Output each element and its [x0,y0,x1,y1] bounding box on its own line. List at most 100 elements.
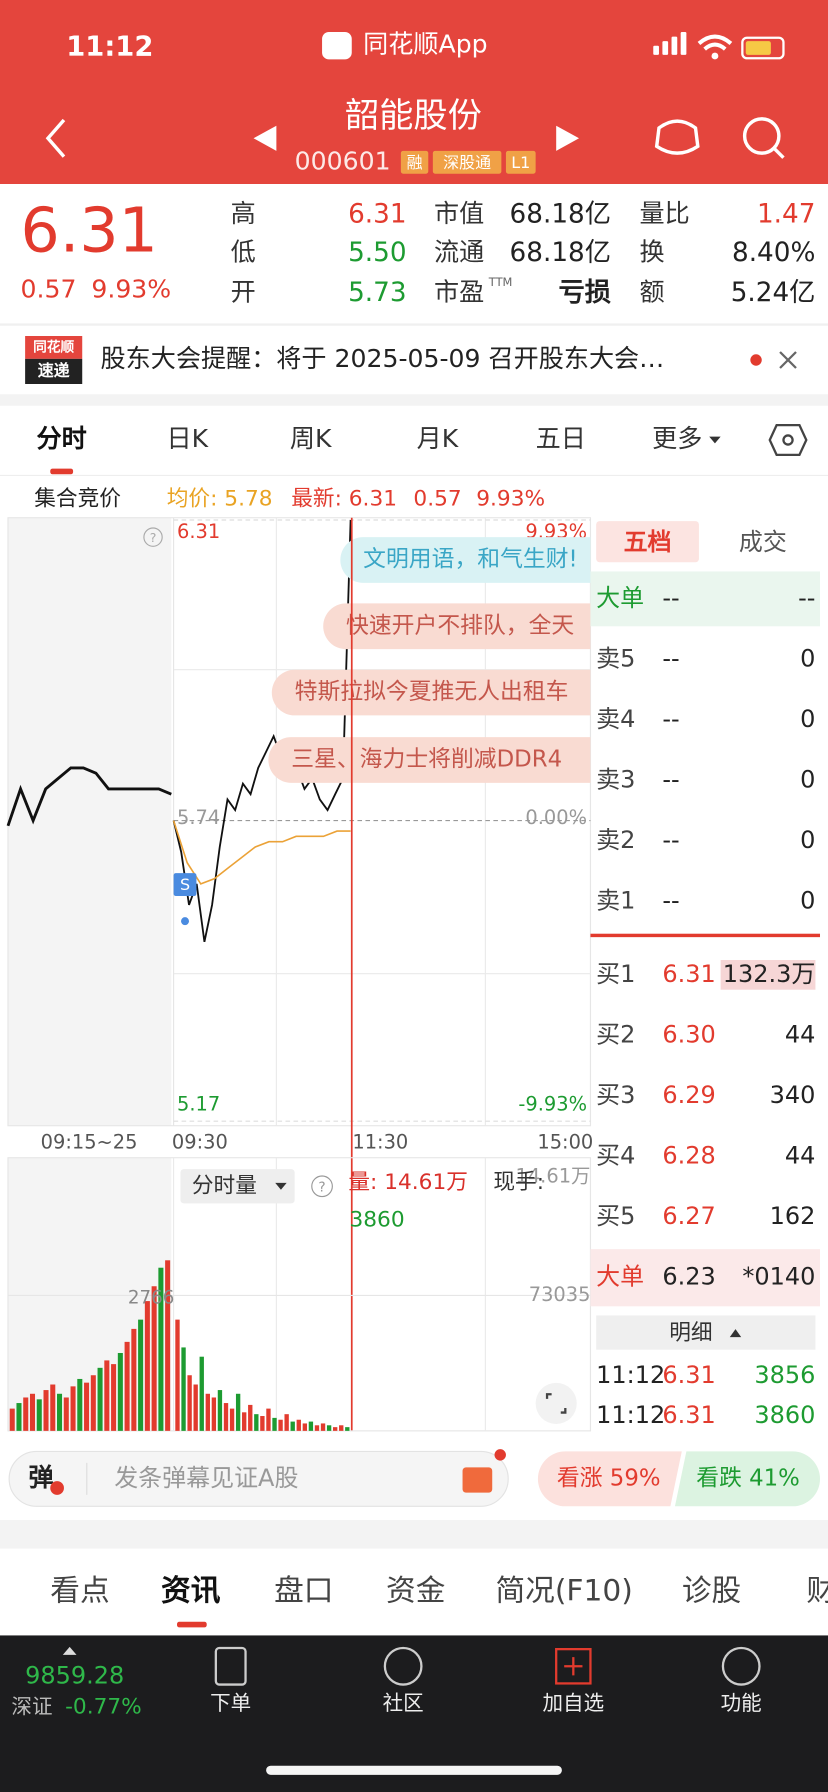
volume-bar [235,1393,241,1431]
signal-bar [653,45,659,55]
vote-up-bg[interactable] [537,1451,682,1507]
section-tab[interactable]: 盘口 [274,1573,333,1608]
volume-bar [266,1408,271,1431]
chart-tab[interactable]: 分时 [37,424,87,453]
next-stock[interactable] [556,125,580,151]
section-tab[interactable]: 诊股 [682,1573,741,1608]
gift-icon[interactable] [462,1467,493,1493]
vol-help[interactable] [311,1175,333,1198]
volume-bar [90,1375,96,1431]
danmaku-icon: 弹 [29,1463,54,1492]
stat-value: 68.18亿 [510,199,611,229]
trade-vol: 3856 [754,1361,815,1389]
prev-stock[interactable] [253,125,277,151]
divider [0,323,828,326]
vol-auction-bg [7,1157,172,1431]
notice-close[interactable] [779,351,797,369]
expand-button[interactable] [535,1382,577,1424]
vote-down: 看跌 41% [696,1465,800,1491]
chart-tab[interactable]: 月K [417,424,459,453]
chart-tab[interactable]: 周K [290,424,332,453]
bid-label: 买1 [596,960,635,988]
volume-bar [124,1341,130,1431]
section-tab[interactable]: 简况(F10) [496,1573,633,1608]
section-tab[interactable]: 财务 [806,1573,828,1608]
ask-label: 卖4 [596,705,635,733]
book-tab[interactable]: 成交 [739,528,787,556]
vote-down-bg[interactable] [674,1451,821,1507]
notice-dot [750,354,762,366]
bid-vol: 44 [785,1142,816,1170]
trade-time: 11:12 [596,1401,665,1429]
detail-header[interactable] [596,1315,816,1350]
volume-bar [193,1384,198,1431]
search-icon[interactable] [742,117,781,155]
vol-tick-label: 73035 [529,1283,591,1306]
settings-icon[interactable] [768,424,808,456]
wifi-icon [697,34,733,51]
price-change: 0.57 [21,274,77,303]
stock-tag-text: 深股通 [443,153,491,172]
chart-tab[interactable]: 更多 [652,424,702,453]
brand-bottom-text: 速递 [38,361,70,380]
status-time: 11:12 [66,31,153,62]
volume-bar [187,1375,192,1431]
robot-icon[interactable] [654,119,700,155]
nav-icon[interactable] [721,1646,761,1686]
bid-price: 6.31 [662,960,715,988]
app-icon [322,32,352,60]
section-tab[interactable]: 资讯 [161,1573,221,1608]
pct-tick-label: -9.93% [518,1093,587,1116]
signal-text: S [180,875,190,894]
nav-icon[interactable] [214,1646,247,1686]
vol-selector[interactable] [180,1169,295,1204]
signal-bar [662,41,669,55]
last-price: 6.31 [21,194,158,266]
book-tab-active[interactable] [596,521,699,563]
nav-plus [564,1657,583,1676]
ask-vol: 0 [800,644,815,672]
section-tab[interactable]: 资金 [386,1573,445,1608]
nav-icon[interactable] [555,1648,592,1685]
vol-peak-label: 2766 [128,1287,174,1308]
section-indicator [177,1621,207,1628]
stat-label: 低 [231,238,256,267]
ask-price: -- [662,644,679,672]
stat-label: 量比 [640,199,690,228]
book-split [590,933,821,938]
ask-price: -- [662,887,679,915]
time-label: 15:00 [537,1130,593,1153]
ask-price: -- [662,826,679,854]
volume-bar [308,1421,314,1431]
volume-bar [242,1412,247,1431]
trade-price: 6.31 [662,1361,715,1389]
signal-bar [671,36,678,55]
battery-level [745,41,771,55]
nav-icon[interactable] [383,1646,423,1686]
vote-up: 看涨 59% [557,1465,661,1491]
volume-bar [217,1390,223,1431]
volume-bar [151,1286,157,1431]
info-latest: 最新: 6.31 [291,486,397,511]
back-button[interactable] [45,118,66,158]
trade-time: 11:12 [596,1361,665,1389]
book-vol: -- [798,584,815,612]
help-icon[interactable] [143,527,163,547]
price-tick-label: 5.74 [177,806,220,829]
chart-tab[interactable]: 日K [167,424,209,453]
bid-vol: 132.3万 [723,960,816,988]
chart-tab[interactable]: 五日 [536,424,586,453]
ask-vol: 0 [800,826,815,854]
more-caret [709,436,721,444]
vol-selector-text: 分时量 [192,1173,257,1198]
stat-value: 6.31 [348,199,406,229]
section-tab[interactable]: 看点 [50,1573,109,1608]
bid-label: 买2 [596,1020,635,1048]
danmaku-input[interactable] [8,1450,509,1507]
volume-bar [138,1319,144,1431]
danmaku-text: 快速开户不排队，全天 [346,613,574,639]
nav-label: 社区 [383,1691,424,1715]
volume-bar [57,1393,63,1431]
